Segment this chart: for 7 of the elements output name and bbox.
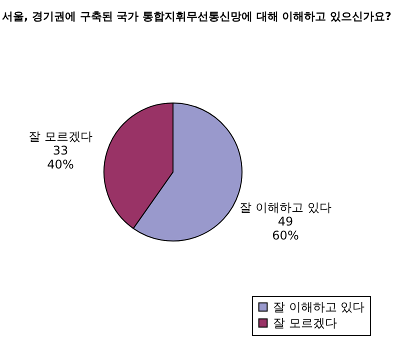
data-label: 49 60%: [272, 214, 299, 243]
chart-title: 서울, 경기권에 구축된 국가 통합지휘무선통신망에 대해 이해하고 있으신가요?: [2, 10, 392, 23]
slice-label: 잘 모르겠다: [28, 129, 92, 144]
legend-label: 잘 이해하고 있다: [273, 300, 365, 314]
slice-label: 잘 이해하고 있다: [240, 200, 332, 215]
data-label: 33 40%: [47, 143, 74, 172]
legend-label: 잘 모르겠다: [273, 316, 337, 330]
